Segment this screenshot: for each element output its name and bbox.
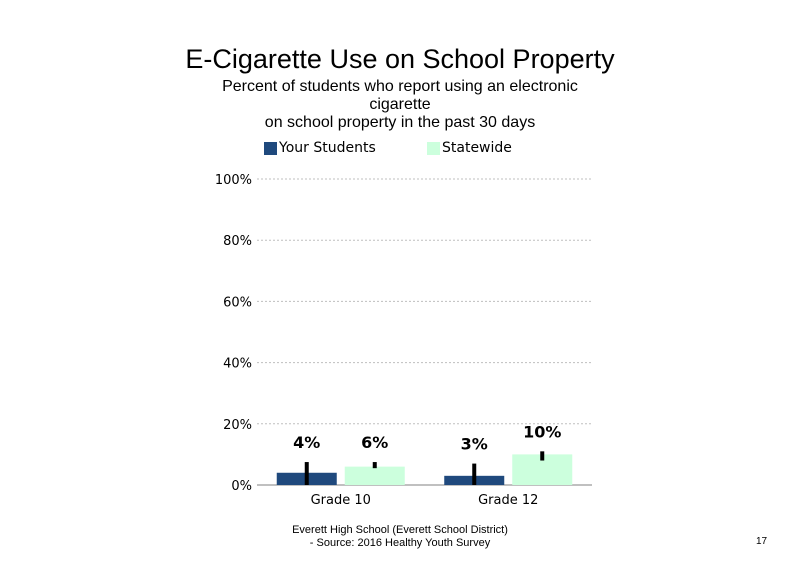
data-label: 6% <box>361 433 388 452</box>
chart-subtitle: Percent of students who report using an … <box>200 78 600 132</box>
footer-school: Everett High School (Everett School Dist… <box>292 524 508 536</box>
subtitle-line-2: cigarette <box>369 96 431 113</box>
bar-statewide <box>344 466 405 485</box>
x-category-label: Grade 12 <box>478 493 538 508</box>
legend-swatch-your-students <box>264 141 277 155</box>
legend-item-your-students: Your Students <box>264 140 376 156</box>
data-label: 10% <box>523 422 561 441</box>
y-tick-label: 20% <box>223 418 252 433</box>
footer: Everett High School (Everett School Dist… <box>240 524 560 550</box>
chart-title: E-Cigarette Use on School Property <box>185 44 615 74</box>
legend-label-your-students: Your Students <box>279 140 376 156</box>
legend-item-statewide: Statewide <box>427 140 512 156</box>
legend-swatch-statewide <box>427 141 440 155</box>
subtitle-line-3: on school property in the past 30 days <box>264 114 536 131</box>
data-label: 4% <box>293 433 320 452</box>
y-tick-label: 80% <box>223 234 252 249</box>
chart-legend: Your Students Statewide <box>0 140 800 160</box>
y-tick-label: 0% <box>231 479 252 494</box>
legend-label-statewide: Statewide <box>442 140 512 156</box>
subtitle-line-1: Percent of students who report using an … <box>222 78 578 95</box>
y-tick-label: 40% <box>223 357 252 372</box>
data-label: 3% <box>461 435 488 454</box>
y-tick-label: 100% <box>215 173 252 188</box>
y-tick-label: 60% <box>223 295 252 310</box>
page-number: 17 <box>756 536 768 547</box>
footer-source: - Source: 2016 Healthy Youth Survey <box>309 537 491 549</box>
x-category-label: Grade 10 <box>311 493 371 508</box>
